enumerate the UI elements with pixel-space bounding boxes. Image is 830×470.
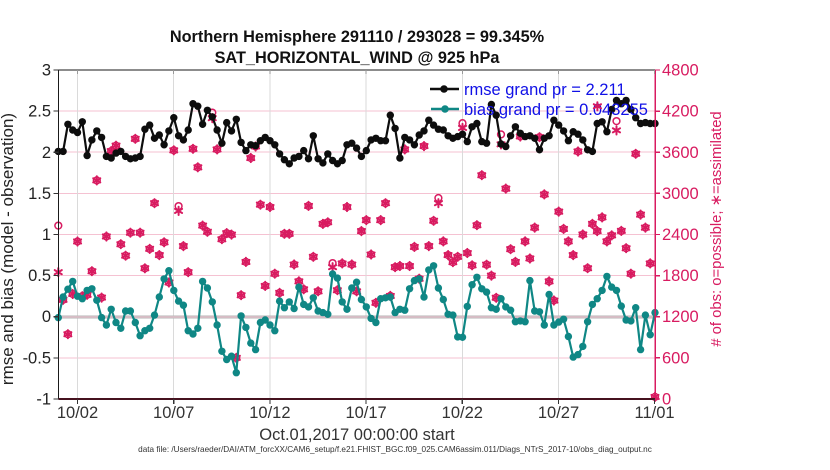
svg-text:10/27: 10/27 bbox=[538, 404, 579, 422]
svg-text:10/02: 10/02 bbox=[57, 404, 98, 422]
svg-text:-0.5: -0.5 bbox=[23, 349, 51, 367]
svg-text:3: 3 bbox=[42, 62, 51, 80]
svg-text:600: 600 bbox=[662, 349, 690, 367]
svg-text:1200: 1200 bbox=[662, 308, 699, 326]
svg-text:10/22: 10/22 bbox=[442, 404, 483, 422]
svg-text:3000: 3000 bbox=[662, 185, 699, 203]
svg-text:Oct.01,2017 00:00:00 start: Oct.01,2017 00:00:00 start bbox=[259, 426, 455, 444]
svg-text:rmse grand pr = 2.211: rmse grand pr = 2.211 bbox=[464, 81, 626, 99]
svg-text:10/12: 10/12 bbox=[249, 404, 290, 422]
svg-text:-1: -1 bbox=[36, 391, 51, 409]
svg-text:3600: 3600 bbox=[662, 144, 699, 162]
svg-text:2.5: 2.5 bbox=[28, 103, 51, 121]
svg-text:0: 0 bbox=[662, 391, 671, 409]
svg-text:1: 1 bbox=[42, 226, 51, 244]
svg-text:Northern Hemisphere 291110 / 2: Northern Hemisphere 291110 / 293028 = 99… bbox=[170, 28, 545, 46]
svg-text:0.5: 0.5 bbox=[28, 267, 51, 285]
svg-text:SAT_HORIZONTAL_WIND @ 925 hPa: SAT_HORIZONTAL_WIND @ 925 hPa bbox=[215, 49, 501, 67]
svg-text:rmse and bias (model - observa: rmse and bias (model - observation) bbox=[0, 113, 17, 385]
svg-text:4200: 4200 bbox=[662, 103, 699, 121]
svg-text:bias grand pr = 0.043255: bias grand pr = 0.043255 bbox=[464, 101, 648, 119]
svg-text:10/07: 10/07 bbox=[153, 404, 194, 422]
svg-text:4800: 4800 bbox=[662, 62, 699, 80]
svg-text:1.5: 1.5 bbox=[28, 185, 51, 203]
svg-text:11/01: 11/01 bbox=[635, 404, 675, 422]
svg-text:2: 2 bbox=[42, 144, 51, 162]
svg-text:# of obs: o=possible; ∗=assimi: # of obs: o=possible; ∗=assimilated bbox=[709, 111, 725, 346]
svg-text:0: 0 bbox=[42, 308, 51, 326]
svg-text:1800: 1800 bbox=[662, 267, 699, 285]
svg-text:2400: 2400 bbox=[662, 226, 699, 244]
svg-text:10/17: 10/17 bbox=[345, 404, 386, 422]
svg-text:data file: /Users/raeder/DAI/A: data file: /Users/raeder/DAI/ATM_forcXX/… bbox=[138, 445, 652, 454]
